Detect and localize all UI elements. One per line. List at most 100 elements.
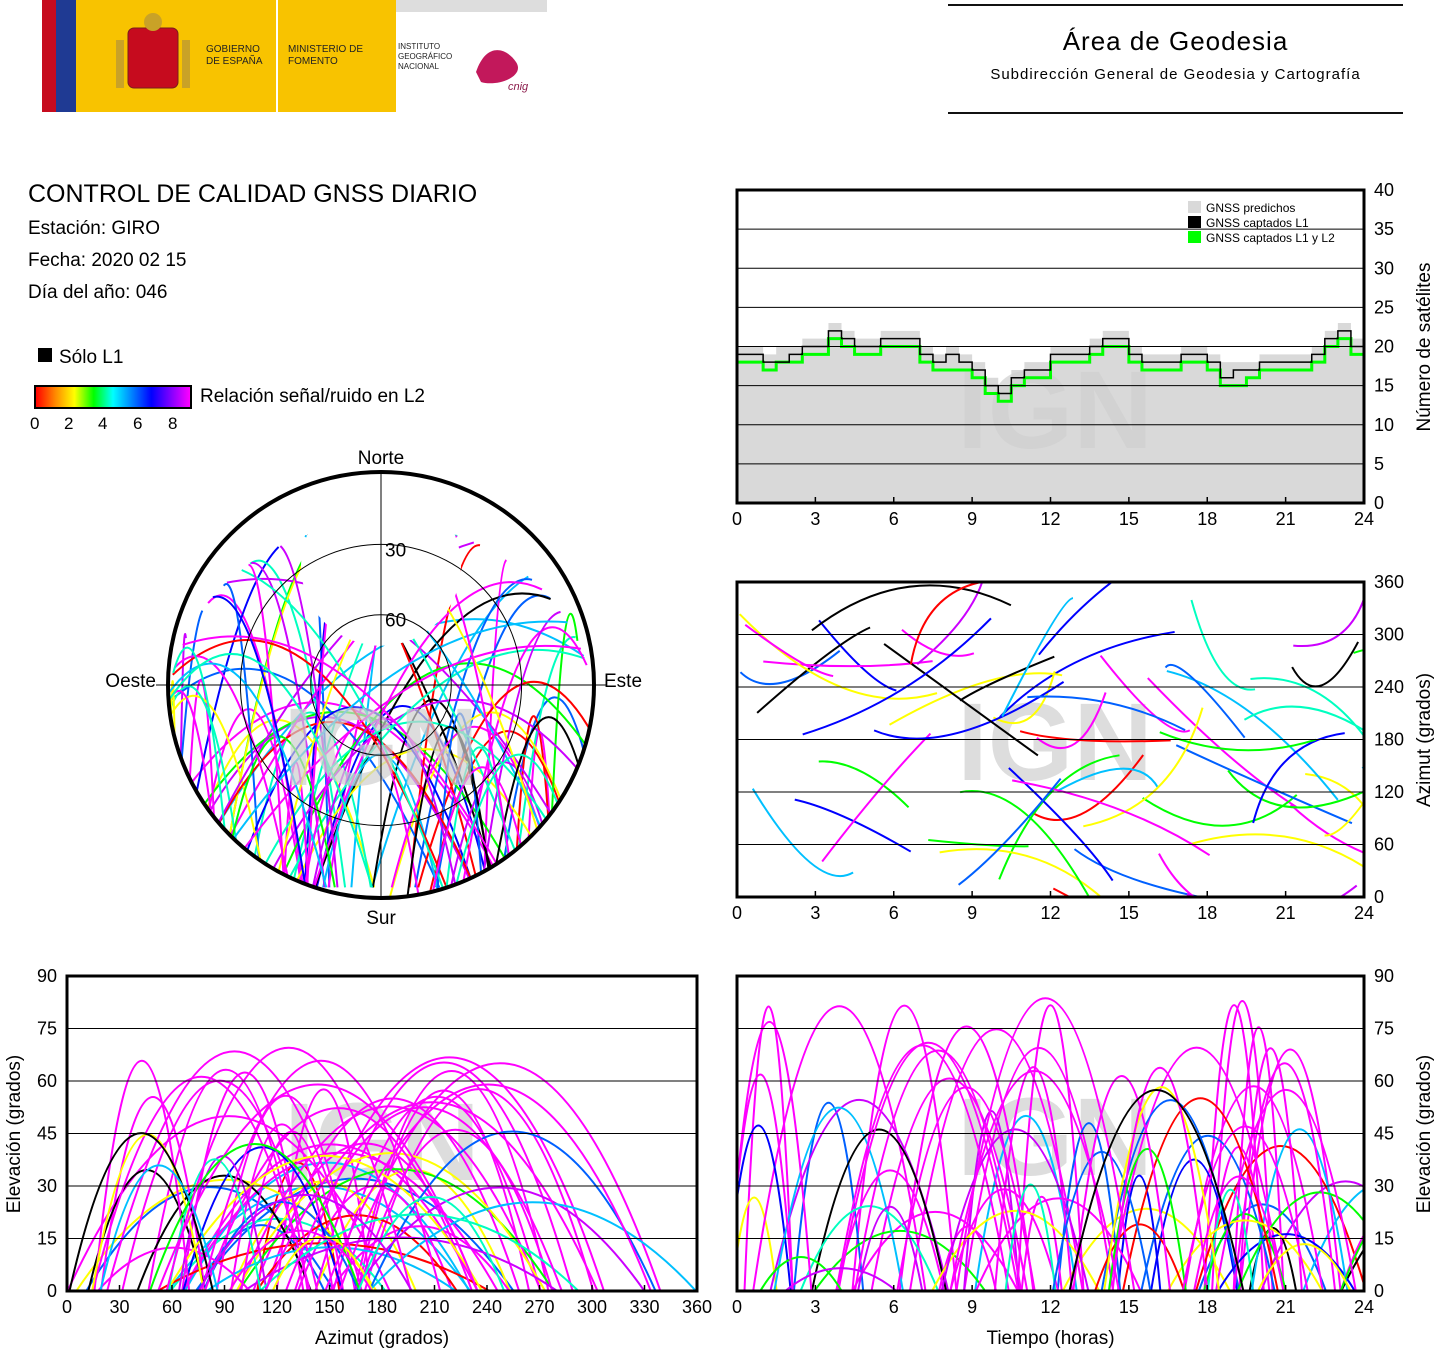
azimuth-track	[1190, 599, 1256, 691]
elevation-vs-time-xtick-label: 12	[1040, 1297, 1060, 1317]
compass-north: Norte	[358, 448, 404, 469]
sky-track	[168, 652, 374, 888]
area-subtitle: Subdirección General de Geodesia y Carto…	[990, 66, 1361, 83]
elev-time-track	[974, 1115, 1078, 1291]
elevation-vs-time-xtick-label: 0	[732, 1297, 742, 1317]
sky-track	[262, 698, 584, 888]
legend-label-2: GNSS captados L1 y L2	[1206, 231, 1335, 245]
station-label: Estación: GIRO	[28, 218, 160, 239]
satellite-count-xtick-label: 3	[810, 509, 820, 529]
azimuth-tracks	[739, 582, 1364, 897]
elev-time-track	[1339, 1236, 1364, 1291]
elevation-vs-azimuth-ytick-label: 30	[37, 1176, 57, 1196]
elev-az-track	[324, 1083, 652, 1291]
azimuth-track	[999, 630, 1175, 718]
elevation-vs-azimuth-xtick-label: 210	[419, 1297, 449, 1317]
satellite-count-ylabel: Número de satélites	[1414, 263, 1435, 432]
elevation-vs-azimuth-xtick-label: 120	[262, 1297, 292, 1317]
compass-south: Sur	[366, 908, 396, 929]
sky-track	[168, 706, 170, 888]
azimuth-track	[1036, 692, 1107, 749]
elev-az-track	[197, 1193, 413, 1291]
elev-time-track	[955, 997, 1136, 1291]
elevation-vs-azimuth-xtick-label: 30	[109, 1297, 129, 1317]
azimuth-track	[889, 672, 1063, 726]
sky-track	[303, 724, 421, 898]
azimuth-track	[1243, 705, 1364, 732]
azimuth-track	[1159, 731, 1317, 752]
ministerio-logo: MINISTERIO DE FOMENTO	[278, 0, 396, 112]
azimuth-track	[1250, 677, 1364, 738]
elev-time-track	[898, 1025, 1035, 1291]
azimuth-vs-time-ytick-label: 180	[1374, 730, 1404, 750]
elev-az-track	[338, 1062, 662, 1291]
satellite-count-ytick-label: 40	[1374, 180, 1394, 200]
sky-track	[311, 717, 459, 895]
azimuth-track	[1052, 887, 1072, 897]
azimuth-track	[802, 617, 992, 736]
azimuth-track	[794, 798, 912, 853]
sky-track	[512, 636, 576, 888]
eu-stripe	[56, 0, 76, 112]
azimuth-track	[751, 788, 854, 878]
elev-time-track	[837, 1041, 1020, 1291]
elev-az-track	[357, 1195, 506, 1291]
elevation-vs-azimuth-xtick-label: 0	[62, 1297, 72, 1317]
cnig-logo-icon: cnig	[476, 50, 529, 93]
azimuth-vs-time-ytick-label: 240	[1374, 677, 1404, 697]
azimuth-track	[1252, 732, 1345, 824]
horizon-circle	[166, 470, 596, 900]
azimuth-track	[818, 619, 897, 692]
sky-track	[248, 563, 286, 888]
azimuth-track	[1324, 800, 1364, 837]
elev-az-track	[228, 1229, 373, 1291]
elev-az-track	[352, 1186, 646, 1291]
elev-time-track	[1072, 1075, 1172, 1291]
ign-logo: INSTITUTO GEOGRÁFICO NACIONAL cnig	[396, 0, 547, 112]
elev-time-track	[773, 1106, 904, 1291]
azimuth-track	[939, 848, 1103, 897]
satellite-count-ytick-label: 30	[1374, 258, 1394, 278]
azimuth-track	[959, 655, 1055, 702]
elevation-vs-azimuth-xtick-label: 240	[472, 1297, 502, 1317]
satellite-count-ytick-label: 10	[1374, 415, 1394, 435]
elevation-vs-time-xtick-label: 21	[1276, 1297, 1296, 1317]
legend-label-0: GNSS predichos	[1206, 201, 1295, 215]
area-title: Área de Geodesia	[1062, 26, 1289, 56]
elevation-vs-time-ytick-label: 60	[1374, 1071, 1394, 1091]
azimuth-vs-time-ytick-label: 300	[1374, 625, 1404, 645]
azimuth-vs-time-xtick-label: 15	[1119, 903, 1139, 923]
coat-of-arms-icon	[116, 13, 190, 89]
elevation-vs-time-ytick-label: 0	[1374, 1281, 1384, 1301]
azimuth-track	[763, 660, 933, 668]
satellite-count-ytick-label: 35	[1374, 219, 1394, 239]
azimuth-track	[1019, 730, 1171, 743]
elev-time-track	[835, 1169, 945, 1291]
elev-az-track	[284, 1106, 563, 1291]
elev-time-track	[1108, 1046, 1285, 1291]
azimuth-track	[909, 582, 984, 665]
azimuth-vs-time-ytick-label: 120	[1374, 782, 1404, 802]
ring-label-60: 60	[385, 611, 406, 632]
satellite-count-ytick-label: 5	[1374, 454, 1384, 474]
elev-time-track	[1107, 1148, 1187, 1291]
elev-time-track	[835, 1044, 1010, 1291]
elev-time-track	[896, 1086, 1036, 1291]
elev-time-track	[974, 1197, 1142, 1291]
elev-az-track	[167, 1158, 262, 1291]
azimuth-track	[1188, 833, 1364, 868]
azimuth-vs-time-ytick-label: 360	[1374, 572, 1404, 592]
elev-time-tracks	[737, 997, 1364, 1291]
elev-az-track	[332, 1096, 542, 1291]
ring-label-30: 30	[385, 540, 406, 561]
institution-logos: GOBIERNO DE ESPAÑA MINISTERIO DE FOMENTO…	[42, 0, 547, 112]
elevation-vs-azimuth-ytick-label: 45	[37, 1124, 57, 1144]
elev-time-track	[1236, 1191, 1364, 1291]
elev-az-track	[264, 1101, 599, 1291]
elev-time-track	[1215, 1089, 1357, 1291]
azimuth-track	[959, 790, 1091, 897]
elev-time-track	[851, 1005, 958, 1291]
elev-time-track	[1206, 1188, 1255, 1291]
azimuth-track	[1056, 767, 1160, 792]
